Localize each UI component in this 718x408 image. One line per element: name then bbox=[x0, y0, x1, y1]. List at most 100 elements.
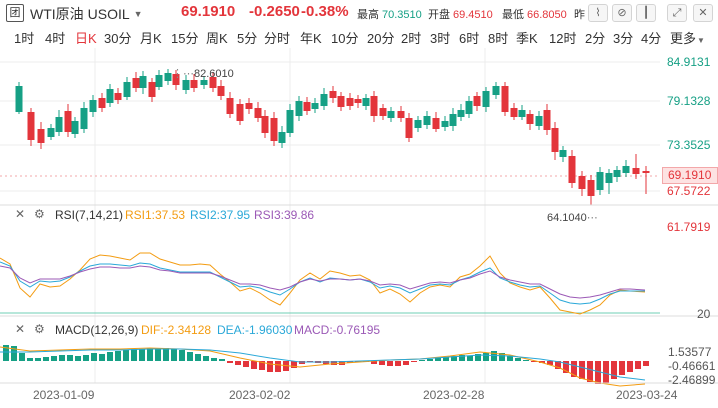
symbol-name: WTI原油 bbox=[30, 6, 84, 22]
rsi-axis-label: 20 bbox=[697, 307, 711, 321]
macd-bar bbox=[459, 355, 465, 361]
candle-body bbox=[510, 108, 518, 117]
macd-bar bbox=[595, 361, 601, 384]
tab-weekly[interactable]: 周K bbox=[206, 31, 228, 46]
tab-daily[interactable]: 日K bbox=[75, 31, 97, 46]
tab-4h[interactable]: 4时 bbox=[45, 31, 66, 46]
macd-bar bbox=[115, 351, 121, 361]
candle-body bbox=[354, 99, 362, 103]
macd-bar bbox=[211, 358, 217, 361]
tab-10m[interactable]: 10分 bbox=[331, 31, 359, 46]
indicator-icon[interactable]: ⊘ bbox=[612, 4, 632, 22]
candle-body bbox=[132, 78, 140, 88]
macd-bar bbox=[547, 361, 553, 365]
macd-bar bbox=[619, 361, 625, 375]
macd-bar bbox=[51, 356, 57, 361]
tab-4m[interactable]: 4分 bbox=[641, 31, 662, 46]
candle-body bbox=[473, 96, 481, 106]
price-change-pct: -0.38% bbox=[301, 3, 349, 20]
candle-body bbox=[482, 91, 490, 107]
tab-2m[interactable]: 2分 bbox=[585, 31, 606, 46]
candle-body bbox=[329, 91, 337, 98]
tab-more[interactable]: 更多▼ bbox=[670, 28, 705, 47]
macd-dea-line bbox=[0, 348, 646, 381]
candle-body bbox=[405, 118, 413, 138]
macd-axis-label: 1.53577 bbox=[668, 345, 712, 359]
tab-5m[interactable]: 5分 bbox=[237, 31, 258, 46]
high-label: 最高 bbox=[357, 9, 379, 21]
close-icon[interactable]: ✕ bbox=[693, 4, 713, 22]
tab-3m[interactable]: 3分 bbox=[613, 31, 634, 46]
tab-monthly[interactable]: 月K bbox=[140, 31, 162, 46]
candle-body bbox=[172, 74, 180, 85]
low-annotation-value: 64.1040 bbox=[547, 212, 587, 224]
close-icon[interactable]: ✕ bbox=[15, 322, 26, 336]
candle-body bbox=[346, 98, 354, 106]
current-price-tag: 69.1910 bbox=[662, 167, 718, 184]
macd-bar bbox=[443, 357, 449, 361]
candle-body bbox=[449, 114, 457, 126]
macd-bar bbox=[251, 361, 257, 369]
tab-20m[interactable]: 20分 bbox=[367, 31, 395, 46]
tab-30m[interactable]: 30分 bbox=[104, 31, 132, 46]
macd-bar bbox=[539, 361, 545, 363]
low-label: 最低 bbox=[502, 9, 524, 21]
candle-body bbox=[80, 108, 88, 129]
tab-yearly[interactable]: 年K bbox=[300, 31, 322, 46]
low-stat: 最低 66.8050 bbox=[502, 6, 567, 22]
low-value: 66.8050 bbox=[527, 9, 567, 21]
macd-bar bbox=[523, 360, 529, 361]
candle-body bbox=[587, 180, 595, 196]
candle-body bbox=[379, 108, 387, 116]
tab-6h[interactable]: 6时 bbox=[459, 31, 480, 46]
close-icon[interactable]: ✕ bbox=[15, 207, 26, 221]
macd-bar bbox=[531, 361, 537, 362]
draw-tool-icon[interactable]: ⌇ bbox=[588, 4, 608, 22]
tab-timeshare[interactable]: 分时 bbox=[264, 31, 291, 46]
macd-bar bbox=[571, 361, 577, 377]
chevron-down-icon: ▼ bbox=[133, 9, 143, 19]
macd-bar bbox=[267, 361, 273, 372]
macd-bar bbox=[587, 361, 593, 382]
candle-body bbox=[37, 129, 45, 143]
macd-bar bbox=[243, 361, 249, 367]
candle-body bbox=[559, 150, 567, 157]
low-annotation-marker: ⋯ bbox=[586, 212, 598, 224]
macd-bar bbox=[395, 361, 401, 366]
candle-body bbox=[182, 80, 190, 90]
tab-quarterly[interactable]: 季K bbox=[516, 31, 538, 46]
tab-15m[interactable]: 15分 bbox=[171, 31, 199, 46]
candle-body bbox=[27, 112, 35, 140]
macd-bar bbox=[163, 348, 169, 361]
macd-bar bbox=[451, 356, 457, 361]
candle-body bbox=[295, 101, 303, 116]
candle-body bbox=[254, 108, 262, 118]
macd-bar bbox=[107, 352, 113, 361]
macd-bar bbox=[379, 361, 385, 365]
candle-body bbox=[64, 111, 72, 132]
candle-body bbox=[387, 111, 395, 118]
macd-bar bbox=[387, 361, 393, 366]
fullscreen-icon[interactable]: ⤢ bbox=[667, 4, 687, 22]
tab-12h[interactable]: 12时 bbox=[549, 31, 577, 46]
symbol-selector[interactable]: WTI原油 USOIL ▼ bbox=[30, 4, 143, 24]
macd-bar bbox=[435, 358, 441, 361]
tab-8h[interactable]: 8时 bbox=[488, 31, 509, 46]
candle-body bbox=[209, 77, 217, 88]
macd-bar bbox=[43, 357, 49, 361]
tab-1h[interactable]: 1时 bbox=[14, 31, 35, 46]
price-axis-label: 67.5722 bbox=[667, 184, 711, 198]
tab-2h[interactable]: 2时 bbox=[401, 31, 422, 46]
candle-body bbox=[89, 100, 97, 112]
rsi1-line bbox=[0, 252, 646, 315]
macd-bar bbox=[371, 361, 377, 364]
candle-body bbox=[613, 170, 621, 177]
gear-icon[interactable]: ⚙ bbox=[34, 207, 45, 221]
candle-body bbox=[535, 116, 543, 126]
tab-3h[interactable]: 3时 bbox=[430, 31, 451, 46]
gear-icon[interactable]: ⚙ bbox=[34, 322, 45, 336]
candle-body bbox=[370, 96, 378, 116]
macd-bar bbox=[635, 361, 641, 369]
candle-style-icon[interactable]: ┃ bbox=[636, 4, 656, 22]
